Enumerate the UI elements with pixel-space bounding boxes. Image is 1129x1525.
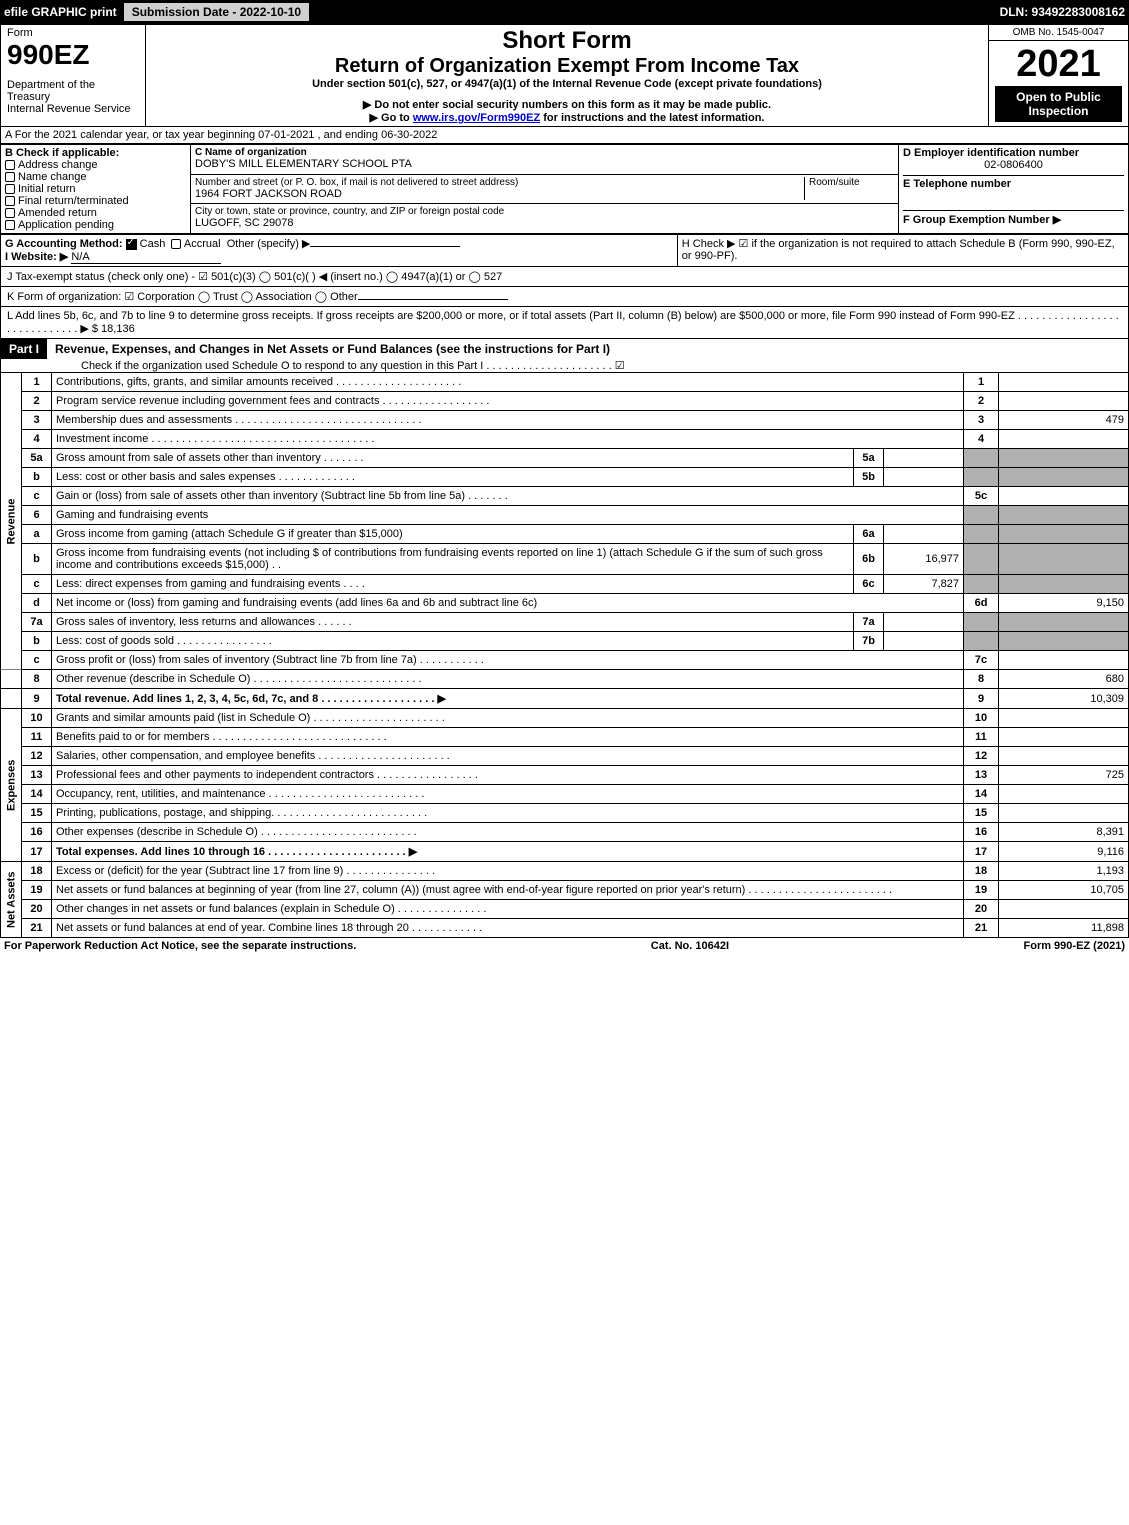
footer-right: Form 990-EZ (2021) [1024,940,1125,952]
subtitle-3-prefix: ▶ Go to [370,112,413,124]
check-final[interactable]: Final return/terminated [5,195,186,207]
street-label: Number and street (or P. O. box, if mail… [195,177,804,188]
room-label: Room/suite [804,177,894,200]
website-label: I Website: ▶ [5,251,68,263]
org-name: DOBY'S MILL ELEMENTARY SCHOOL PTA [195,158,894,170]
section-b-label: B Check if applicable: [5,147,186,159]
form-label: Form [7,27,139,39]
g-h-table: G Accounting Method: Cash Accrual Other … [0,234,1129,267]
section-l: L Add lines 5b, 6c, and 7b to line 9 to … [0,307,1129,339]
subtitle-3-suffix: for instructions and the latest informat… [540,112,764,124]
org-name-label: C Name of organization [195,147,894,158]
netassets-label: Net Assets [1,862,22,938]
form-header: Form 990EZ Department of the Treasury In… [0,24,1129,127]
top-bar: efile GRAPHIC print Submission Date - 20… [0,0,1129,24]
part-1-title: Revenue, Expenses, and Changes in Net As… [47,342,610,356]
subtitle-3: ▶ Go to www.irs.gov/Form990EZ for instru… [152,111,982,124]
form-number: 990EZ [7,39,139,71]
website-value: N/A [71,251,221,264]
revenue-table: Revenue 1 Contributions, gifts, grants, … [0,373,1129,938]
main-title: Return of Organization Exempt From Incom… [152,55,982,78]
subtitle-2: ▶ Do not enter social security numbers o… [152,98,982,111]
group-exemption-label: F Group Exemption Number ▶ [903,210,1124,226]
submission-date: Submission Date - 2022-10-10 [123,2,310,22]
section-k: K Form of organization: ☑ Corporation ◯ … [0,287,1129,307]
entity-table: B Check if applicable: Address change Na… [0,144,1129,234]
ein-label: D Employer identification number [903,147,1124,159]
tax-year: 2021 [995,43,1122,86]
check-amended[interactable]: Amended return [5,207,186,219]
subtitle-1: Under section 501(c), 527, or 4947(a)(1)… [152,78,982,90]
cash-checkbox[interactable] [126,239,137,250]
irs-link[interactable]: www.irs.gov/Form990EZ [413,112,540,124]
section-j: J Tax-exempt status (check only one) - ☑… [0,267,1129,287]
part-1-subtitle: Check if the organization used Schedule … [1,359,1128,372]
page-footer: For Paperwork Reduction Act Notice, see … [0,938,1129,954]
dln-label: DLN: 93492283008162 [1000,5,1125,19]
short-form-title: Short Form [152,27,982,55]
revenue-label: Revenue [1,373,22,670]
city-label: City or town, state or province, country… [195,206,894,217]
check-address[interactable]: Address change [5,159,186,171]
part-1-bar: Part I [1,339,47,359]
expenses-label: Expenses [1,709,22,862]
part-1-header: Part I Revenue, Expenses, and Changes in… [0,339,1129,373]
phone-label: E Telephone number [903,175,1124,190]
section-h: H Check ▶ ☑ if the organization is not r… [677,235,1128,267]
accounting-label: G Accounting Method: [5,238,123,250]
check-pending[interactable]: Application pending [5,219,186,231]
irs-label: Internal Revenue Service [7,103,139,115]
footer-center: Cat. No. 10642I [651,940,729,952]
open-public: Open to Public Inspection [995,86,1122,122]
check-name[interactable]: Name change [5,171,186,183]
city-value: LUGOFF, SC 29078 [195,217,894,229]
footer-left: For Paperwork Reduction Act Notice, see … [4,940,356,952]
department-label: Department of the Treasury [7,79,139,103]
efile-label[interactable]: efile GRAPHIC print [4,5,117,19]
accrual-checkbox[interactable] [171,239,181,249]
omb-number: OMB No. 1545-0047 [995,27,1122,38]
section-a: A For the 2021 calendar year, or tax yea… [0,127,1129,144]
ein-value: 02-0806400 [903,159,1124,171]
street-value: 1964 FORT JACKSON ROAD [195,188,804,200]
check-initial[interactable]: Initial return [5,183,186,195]
